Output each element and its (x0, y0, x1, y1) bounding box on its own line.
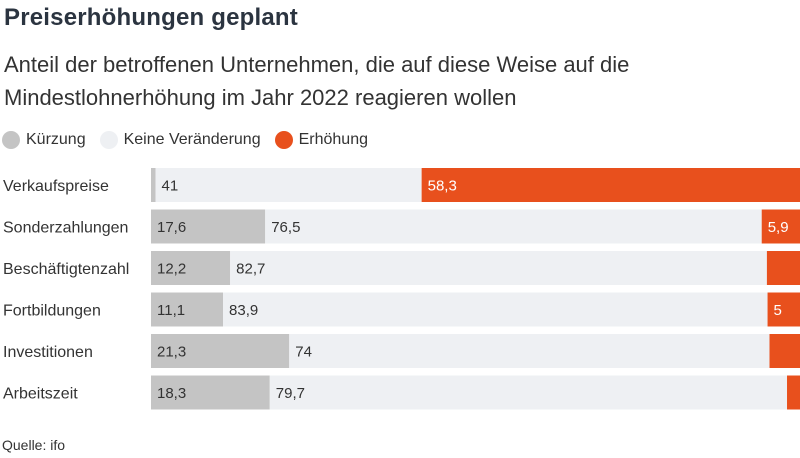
value-label-keine-veranderung-investitionen: 74 (295, 344, 312, 361)
bar-keine-veranderung-verkaufspreise (155, 168, 422, 202)
legend-swatch-kuerzung (2, 131, 20, 149)
value-label-keine-veranderung-beschaftigtenzahl: 82,7 (236, 261, 265, 278)
chart-title: Preiserhöhungen geplant (4, 4, 298, 31)
legend-item-erhoehung: Erhöhung (274, 131, 368, 149)
legend: Kürzung Keine Veränderung Erhöhung (2, 130, 382, 150)
legend-swatch-keine-veraenderung (99, 131, 118, 149)
category-label-beschaftigtenzahl: Beschäftigtenzahl (3, 261, 129, 278)
bar-kurzung-sonderzahlungen (151, 209, 266, 244)
legend-item-kuerzung: Kürzung (2, 131, 86, 149)
bar-erhohung-beschaftigtenzahl (766, 251, 800, 285)
bar-kurzung-beschaftigtenzahl (151, 251, 231, 285)
category-label-sonderzahlungen: Sonderzahlungen (3, 220, 128, 237)
bar-keine-veranderung-fortbildungen (223, 292, 768, 327)
source-note: Quelle: ifo (2, 437, 66, 453)
chart-subtitle: Anteil der betroffenen Unternehmen, die … (4, 52, 630, 110)
bar-kurzung-investitionen (151, 334, 290, 368)
value-label-kurzung-arbeitszeit: 18,3 (157, 385, 186, 402)
bar-keine-veranderung-arbeitszeit (269, 375, 788, 410)
value-label-erhohung-sonderzahlungen: 5,9 (768, 219, 789, 236)
bar-kurzung-fortbildungen (151, 292, 224, 327)
value-label-keine-veranderung-arbeitszeit: 79,7 (276, 385, 305, 402)
category-label-investitionen: Investitionen (3, 344, 93, 361)
value-label-keine-veranderung-verkaufspreise: 41 (162, 178, 179, 195)
bar-keine-veranderung-sonderzahlungen (265, 209, 762, 244)
bar-erhohung-fortbildungen (767, 292, 800, 327)
value-label-keine-veranderung-sonderzahlungen: 76,5 (271, 219, 300, 236)
value-label-kurzung-investitionen: 21,3 (157, 344, 186, 361)
value-label-erhohung-fortbildungen: 5 (774, 302, 782, 319)
value-label-erhohung-verkaufspreise: 58,3 (428, 178, 457, 195)
legend-swatch-erhoehung (274, 131, 293, 149)
bar-erhohung-arbeitszeit (787, 375, 800, 410)
value-label-kurzung-sonderzahlungen: 17,6 (157, 219, 186, 236)
value-label-kurzung-beschaftigtenzahl: 12,2 (157, 261, 186, 278)
legend-label-kuerzung: Kürzung (26, 131, 86, 148)
category-label-verkaufspreise: Verkaufspreise (3, 178, 109, 195)
legend-item-keine-veraenderung: Keine Veränderung (99, 131, 261, 149)
legend-label-keine-veraenderung: Keine Veränderung (123, 131, 261, 148)
category-label-arbeitszeit: Arbeitszeit (3, 386, 78, 403)
bar-erhohung-investitionen (769, 334, 800, 368)
bar-keine-veranderung-beschaftigtenzahl (230, 251, 767, 285)
value-label-keine-veranderung-fortbildungen: 83,9 (229, 302, 258, 319)
bar-kurzung-arbeitszeit (151, 375, 270, 410)
value-label-kurzung-fortbildungen: 11,1 (157, 302, 185, 319)
category-label-fortbildungen: Fortbildungen (3, 303, 101, 320)
bar-keine-veranderung-investitionen (289, 334, 770, 368)
legend-label-erhoehung: Erhöhung (298, 131, 368, 148)
bar-kurzung-verkaufspreise (151, 168, 156, 202)
bar-erhohung-verkaufspreise (421, 168, 800, 202)
bar-erhohung-sonderzahlungen (761, 209, 800, 244)
